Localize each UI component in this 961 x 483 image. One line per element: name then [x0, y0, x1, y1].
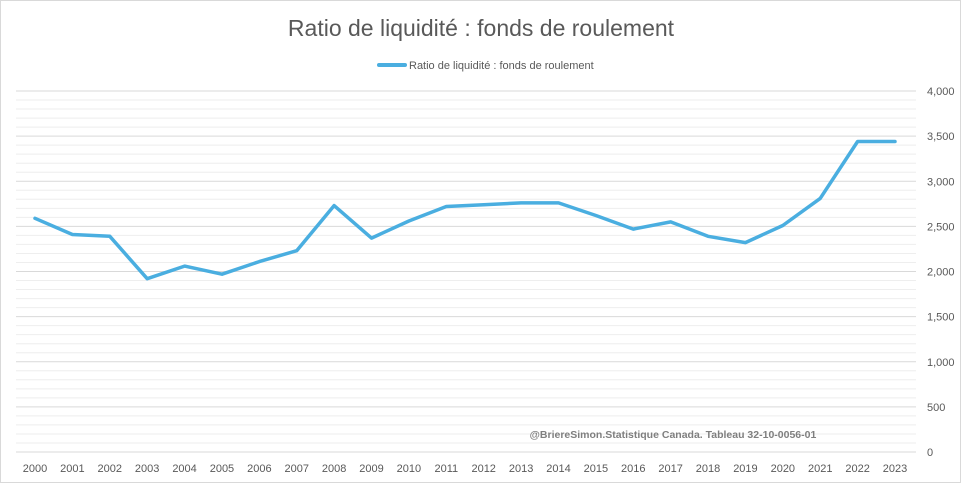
gridlines	[16, 90, 916, 453]
x-tick-label: 2006	[247, 463, 271, 475]
legend: Ratio de liquidité : fonds de roulement	[377, 60, 594, 72]
x-tick-label: 2009	[359, 463, 383, 475]
x-tick-label: 2018	[696, 463, 720, 475]
x-tick-label: 2008	[322, 463, 346, 475]
x-tick-label: 2015	[584, 463, 608, 475]
x-tick-label: 2014	[546, 463, 570, 475]
x-tick-label: 2004	[172, 463, 196, 475]
x-tick-label: 2013	[509, 463, 533, 475]
x-tick-label: 2000	[23, 463, 47, 475]
y-tick-label: 1,500	[927, 312, 955, 324]
x-tick-label: 2005	[210, 463, 234, 475]
x-tick-label: 2016	[621, 463, 645, 475]
x-tick-label: 2002	[98, 463, 122, 475]
x-tick-label: 2021	[808, 463, 832, 475]
y-axis-ticks: 4,000 3,500 3,000 2,500 2,000 1,500 1,000 500 0	[927, 86, 955, 459]
series-line	[33, 139, 897, 281]
x-tick-label: 2020	[771, 463, 795, 475]
y-tick-label: 2,000	[927, 267, 955, 279]
y-tick-label: 0	[927, 447, 933, 459]
source-annotation: @BriereSimon.Statistique Canada. Tableau…	[530, 429, 817, 441]
x-tick-label: 2012	[471, 463, 495, 475]
x-tick-label: 2003	[135, 463, 159, 475]
x-tick-label: 2017	[658, 463, 682, 475]
x-tick-label: 2001	[60, 463, 84, 475]
x-tick-label: 2011	[434, 463, 458, 475]
y-tick-label: 3,500	[927, 131, 955, 143]
y-tick-label: 4,000	[927, 86, 955, 98]
x-tick-label: 2010	[397, 463, 421, 475]
x-tick-label: 2022	[845, 463, 869, 475]
x-tick-label: 2019	[733, 463, 757, 475]
x-tick-label: 2023	[883, 463, 907, 475]
x-axis-ticks: 2000 2001 2002 2003 2004 2005 2006 2007 2008 2009…	[23, 463, 907, 475]
x-tick-label: 2007	[284, 463, 308, 475]
legend-label: Ratio de liquidité : fonds de roulement	[409, 60, 594, 72]
y-tick-label: 1,000	[927, 357, 955, 369]
chart-title: Ratio de liquidité : fonds de roulement	[288, 15, 675, 41]
series-group	[33, 139, 897, 281]
y-tick-label: 500	[927, 402, 945, 414]
y-tick-label: 3,000	[927, 176, 955, 188]
y-tick-label: 2,500	[927, 221, 955, 233]
